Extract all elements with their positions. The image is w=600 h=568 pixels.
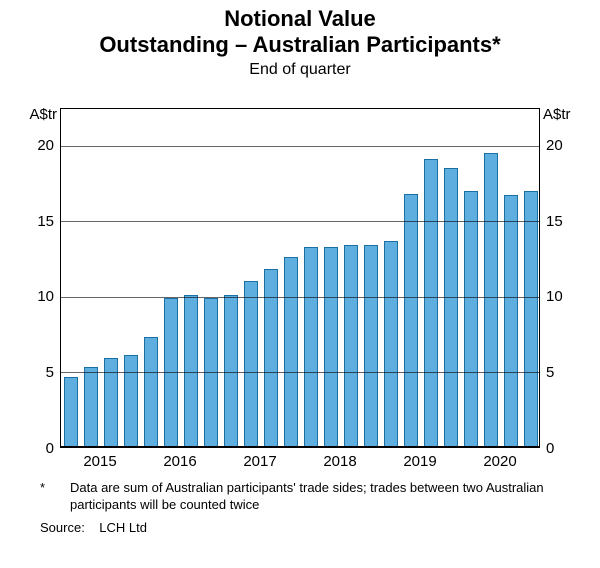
bar xyxy=(324,247,339,446)
bar xyxy=(404,194,419,446)
bar xyxy=(304,247,319,446)
footnote: * Data are sum of Australian participant… xyxy=(40,480,560,514)
bar xyxy=(64,377,79,447)
bar xyxy=(124,355,139,446)
bar xyxy=(224,295,239,446)
bar xyxy=(504,195,519,446)
bar xyxy=(444,168,459,446)
bar xyxy=(244,281,259,446)
x-tick-label: 2018 xyxy=(323,453,356,470)
y-tick-left: 10 xyxy=(20,288,54,305)
footnote-marker: * xyxy=(40,480,70,514)
y-tick-right: 0 xyxy=(546,440,580,457)
grid-line xyxy=(60,146,540,147)
bar xyxy=(484,153,499,446)
y-tick-left: 0 xyxy=(20,440,54,457)
x-tick-label: 2020 xyxy=(483,453,516,470)
grid-line xyxy=(60,372,540,373)
plot-area xyxy=(60,108,540,448)
bar xyxy=(184,295,199,446)
bar xyxy=(344,245,359,446)
x-tick-label: 2016 xyxy=(163,453,196,470)
y-unit-left: A$tr xyxy=(15,106,57,123)
grid-line xyxy=(60,297,540,298)
bar xyxy=(84,367,99,446)
bar xyxy=(264,269,279,446)
source-line: Source: LCH Ltd xyxy=(40,520,147,535)
bar xyxy=(424,159,439,446)
y-tick-left: 20 xyxy=(20,137,54,154)
y-tick-right: 5 xyxy=(546,364,580,381)
bar xyxy=(364,245,379,446)
y-tick-right: 20 xyxy=(546,137,580,154)
y-tick-left: 5 xyxy=(20,364,54,381)
bar xyxy=(384,241,399,447)
y-tick-right: 15 xyxy=(546,213,580,230)
bar xyxy=(464,191,479,446)
footnote-text: Data are sum of Australian participants'… xyxy=(70,480,560,514)
y-unit-right: A$tr xyxy=(543,106,585,123)
source-value: LCH Ltd xyxy=(99,520,147,535)
y-tick-right: 10 xyxy=(546,288,580,305)
bar xyxy=(524,191,539,446)
x-tick-label: 2015 xyxy=(83,453,116,470)
bar xyxy=(284,257,299,446)
bar xyxy=(144,337,159,446)
grid-line xyxy=(60,221,540,222)
x-tick-label: 2019 xyxy=(403,453,436,470)
y-tick-left: 15 xyxy=(20,213,54,230)
source-label: Source: xyxy=(40,520,85,535)
x-tick-label: 2017 xyxy=(243,453,276,470)
